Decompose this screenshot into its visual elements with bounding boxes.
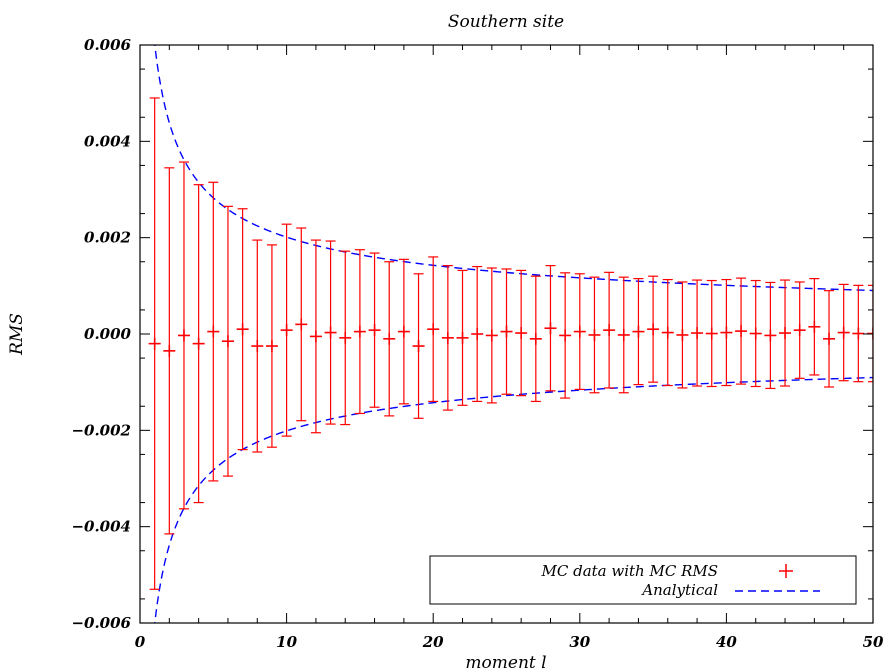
y-tick-label: −0.004 [71,518,131,536]
x-tick-label: 0 [135,633,146,651]
analytical-curve-lower [154,376,873,623]
x-tick-label: 20 [422,633,444,651]
x-tick-label: 40 [716,633,737,651]
y-tick-label: 0.002 [84,229,131,247]
axis-tick-labels: 0 10 20 30 40 50 −0.006 −0.004 −0.002 0.000 0.002 0… [71,36,884,651]
y-tick-label: 0.006 [84,36,132,54]
x-tick-label: 50 [863,633,884,651]
legend-box [429,555,857,605]
y-tick-label: 0.000 [84,325,132,343]
chart-title: Southern site [448,12,564,32]
legend-label-mc: MC data with MC RMS [540,562,718,580]
legend: MC data with MC RMS Analytical [429,555,857,605]
x-axis-label: moment l [465,653,546,671]
y-tick-label: −0.006 [71,614,131,632]
y-axis-label: RMS [7,313,27,356]
x-tick-label: 10 [276,633,297,651]
analytical-curve-upper [154,45,873,292]
axis-ticks [139,44,874,624]
legend-marker-mc [779,564,793,578]
x-tick-label: 30 [569,633,590,651]
analytical-curves [154,45,873,623]
legend-label-analytical: Analytical [640,581,718,599]
y-tick-label: −0.002 [71,421,131,439]
y-tick-label: 0.004 [84,132,131,150]
mc-data-points [148,97,873,590]
